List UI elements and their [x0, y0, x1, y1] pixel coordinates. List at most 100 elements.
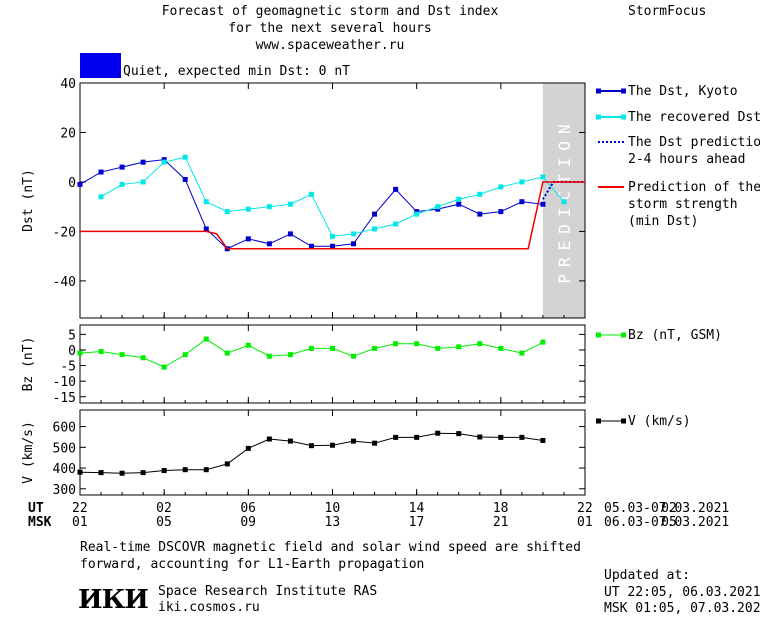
legend-text: V (km/s)	[628, 414, 691, 429]
series-line-the-recovered-dst	[100, 156, 565, 237]
updated-ut: UT 22:05, 06.03.2021	[604, 585, 760, 600]
ytick-label: 500	[53, 441, 76, 456]
legend-text: 2-4 hours ahead	[628, 152, 745, 167]
data-point	[561, 199, 567, 205]
chart-title-line-3[interactable]: www.spaceweather.ru	[255, 38, 405, 53]
ytick-label: -40	[53, 275, 76, 290]
ytick-label: 40	[60, 77, 76, 92]
data-point	[372, 345, 378, 351]
institute-name: Space Research Institute RAS	[158, 584, 378, 599]
data-point	[203, 336, 209, 342]
ytick-label: -15	[53, 391, 76, 406]
iki-logo: ИКИ	[78, 585, 149, 615]
data-point	[330, 345, 335, 351]
ytick-label: 0	[68, 344, 76, 359]
data-point	[372, 440, 378, 446]
data-point	[372, 226, 378, 232]
legend-marker	[621, 332, 626, 338]
ytick-label: -20	[53, 225, 76, 240]
ut-tick-label: 18	[492, 501, 509, 516]
data-point	[119, 181, 125, 187]
data-point	[224, 209, 230, 215]
data-point	[393, 221, 399, 227]
ylabel: Bz (nT)	[21, 337, 36, 392]
ylabel: Dst (nT)	[21, 169, 36, 232]
data-point	[351, 438, 357, 444]
data-point	[119, 352, 125, 358]
data-point	[435, 345, 441, 351]
data-point	[519, 179, 525, 185]
data-point	[456, 196, 462, 202]
data-point	[393, 341, 399, 347]
footer-note-line-1: Real-time DSCOVR magnetic field and sola…	[80, 540, 581, 555]
data-point	[456, 201, 462, 207]
data-point	[287, 352, 293, 358]
data-point	[414, 434, 420, 440]
msk-tick-label: 09	[240, 515, 256, 530]
data-point	[330, 243, 335, 249]
data-point	[351, 231, 357, 237]
data-point	[245, 342, 251, 348]
data-point	[477, 341, 483, 347]
ytick-label: 20	[60, 126, 76, 141]
data-point	[245, 236, 251, 242]
data-point	[351, 353, 357, 359]
data-point	[330, 442, 335, 448]
data-point	[266, 241, 272, 247]
institute-site-link[interactable]: iki.cosmos.ru	[158, 600, 260, 615]
legend-marker	[621, 114, 626, 120]
msk-tick-label: 05	[156, 515, 172, 530]
data-point	[498, 345, 504, 351]
updated-msk: MSK 01:05, 07.03.2021	[604, 601, 760, 616]
data-point	[414, 211, 420, 217]
data-point	[393, 434, 399, 440]
data-point	[182, 154, 188, 160]
ut-date-range: 05.03-07.03.2021	[604, 501, 730, 516]
data-point	[140, 179, 146, 185]
legend-marker	[596, 88, 601, 94]
msk-tick-label: 01	[72, 515, 88, 530]
ytick-label: 0	[68, 176, 76, 191]
data-point	[77, 181, 83, 187]
data-point	[498, 209, 504, 215]
data-point	[77, 469, 83, 475]
ut-tick-label: 22	[577, 501, 593, 516]
data-point	[245, 445, 251, 451]
data-point	[203, 467, 209, 473]
data-point	[245, 206, 251, 212]
data-point	[435, 430, 441, 436]
data-point	[161, 159, 167, 165]
data-point	[287, 231, 293, 237]
data-point	[540, 437, 546, 443]
data-point	[98, 169, 104, 175]
data-point	[98, 470, 104, 476]
legend-text: The recovered Dst	[628, 110, 760, 125]
series-line-v-km-s-	[79, 432, 543, 474]
ytick-label: 300	[53, 483, 76, 498]
data-point	[477, 434, 483, 440]
data-point	[119, 164, 125, 170]
data-point	[266, 353, 272, 359]
data-point	[77, 350, 83, 356]
status-text: Quiet, expected min Dst: 0 nT	[123, 64, 350, 79]
msk-tick-label: 13	[324, 515, 341, 530]
footer-note-line-2: forward, accounting for L1-Earth propaga…	[80, 557, 425, 572]
data-point	[519, 434, 525, 440]
ut-tick-label: 22	[72, 501, 88, 516]
data-point	[498, 434, 504, 440]
legend-marker	[596, 418, 601, 424]
series-line-the-dst-kyoto	[79, 159, 543, 250]
data-point	[435, 204, 441, 210]
data-point	[308, 345, 314, 351]
data-point	[308, 443, 314, 449]
ut-tick-label: 02	[661, 501, 677, 516]
panel-frame-3	[79, 409, 586, 496]
legend-marker	[621, 418, 626, 424]
legend-text: Bz (nT, GSM)	[628, 328, 722, 343]
status-color-box	[80, 53, 121, 78]
data-point	[182, 176, 188, 182]
data-point	[456, 344, 462, 350]
legend-marker	[596, 332, 601, 338]
data-point	[540, 174, 546, 180]
